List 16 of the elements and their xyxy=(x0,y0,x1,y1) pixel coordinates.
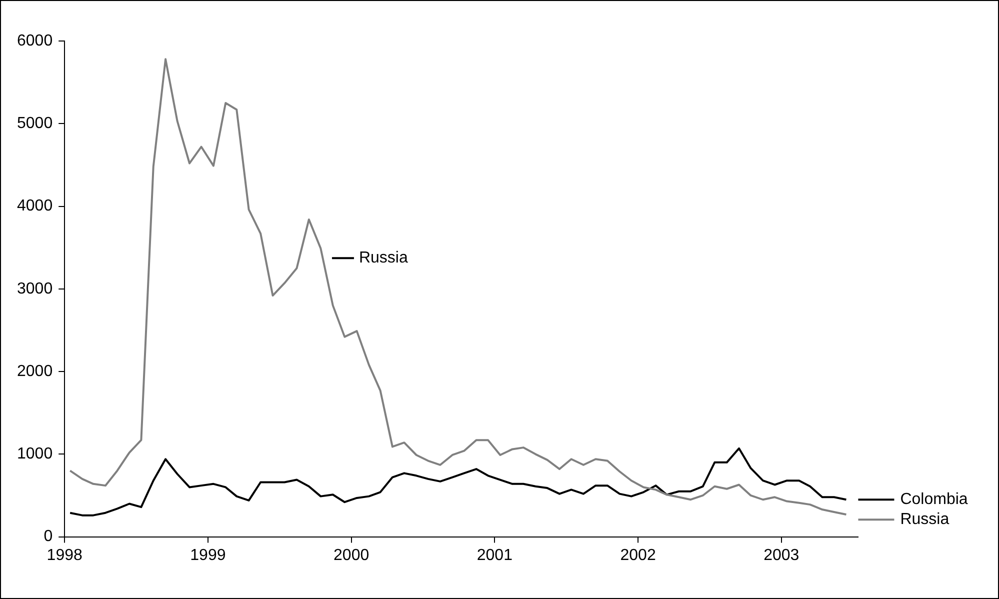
x-tick-label: 2000 xyxy=(334,546,370,564)
x-tick-label: 2001 xyxy=(476,546,513,564)
y-tick-label: 1000 xyxy=(17,446,53,463)
y-tick-label: 2000 xyxy=(17,362,53,380)
y-tick-label: 0 xyxy=(44,528,53,546)
legend-label: Colombia xyxy=(900,491,968,508)
y-tick-label: 6000 xyxy=(17,32,53,50)
x-tick-label: 2003 xyxy=(764,546,800,564)
annotation: Russia xyxy=(358,250,408,267)
legend-label: Russia xyxy=(900,511,950,528)
y-tick-label: 3000 xyxy=(17,280,53,298)
y-tick-label: 4000 xyxy=(17,198,53,215)
x-tick-label: 1999 xyxy=(190,546,226,564)
x-tick-label: 1998 xyxy=(46,546,82,564)
y-tick-label: 5000 xyxy=(17,115,53,132)
x-tick-label: 2002 xyxy=(620,546,656,564)
